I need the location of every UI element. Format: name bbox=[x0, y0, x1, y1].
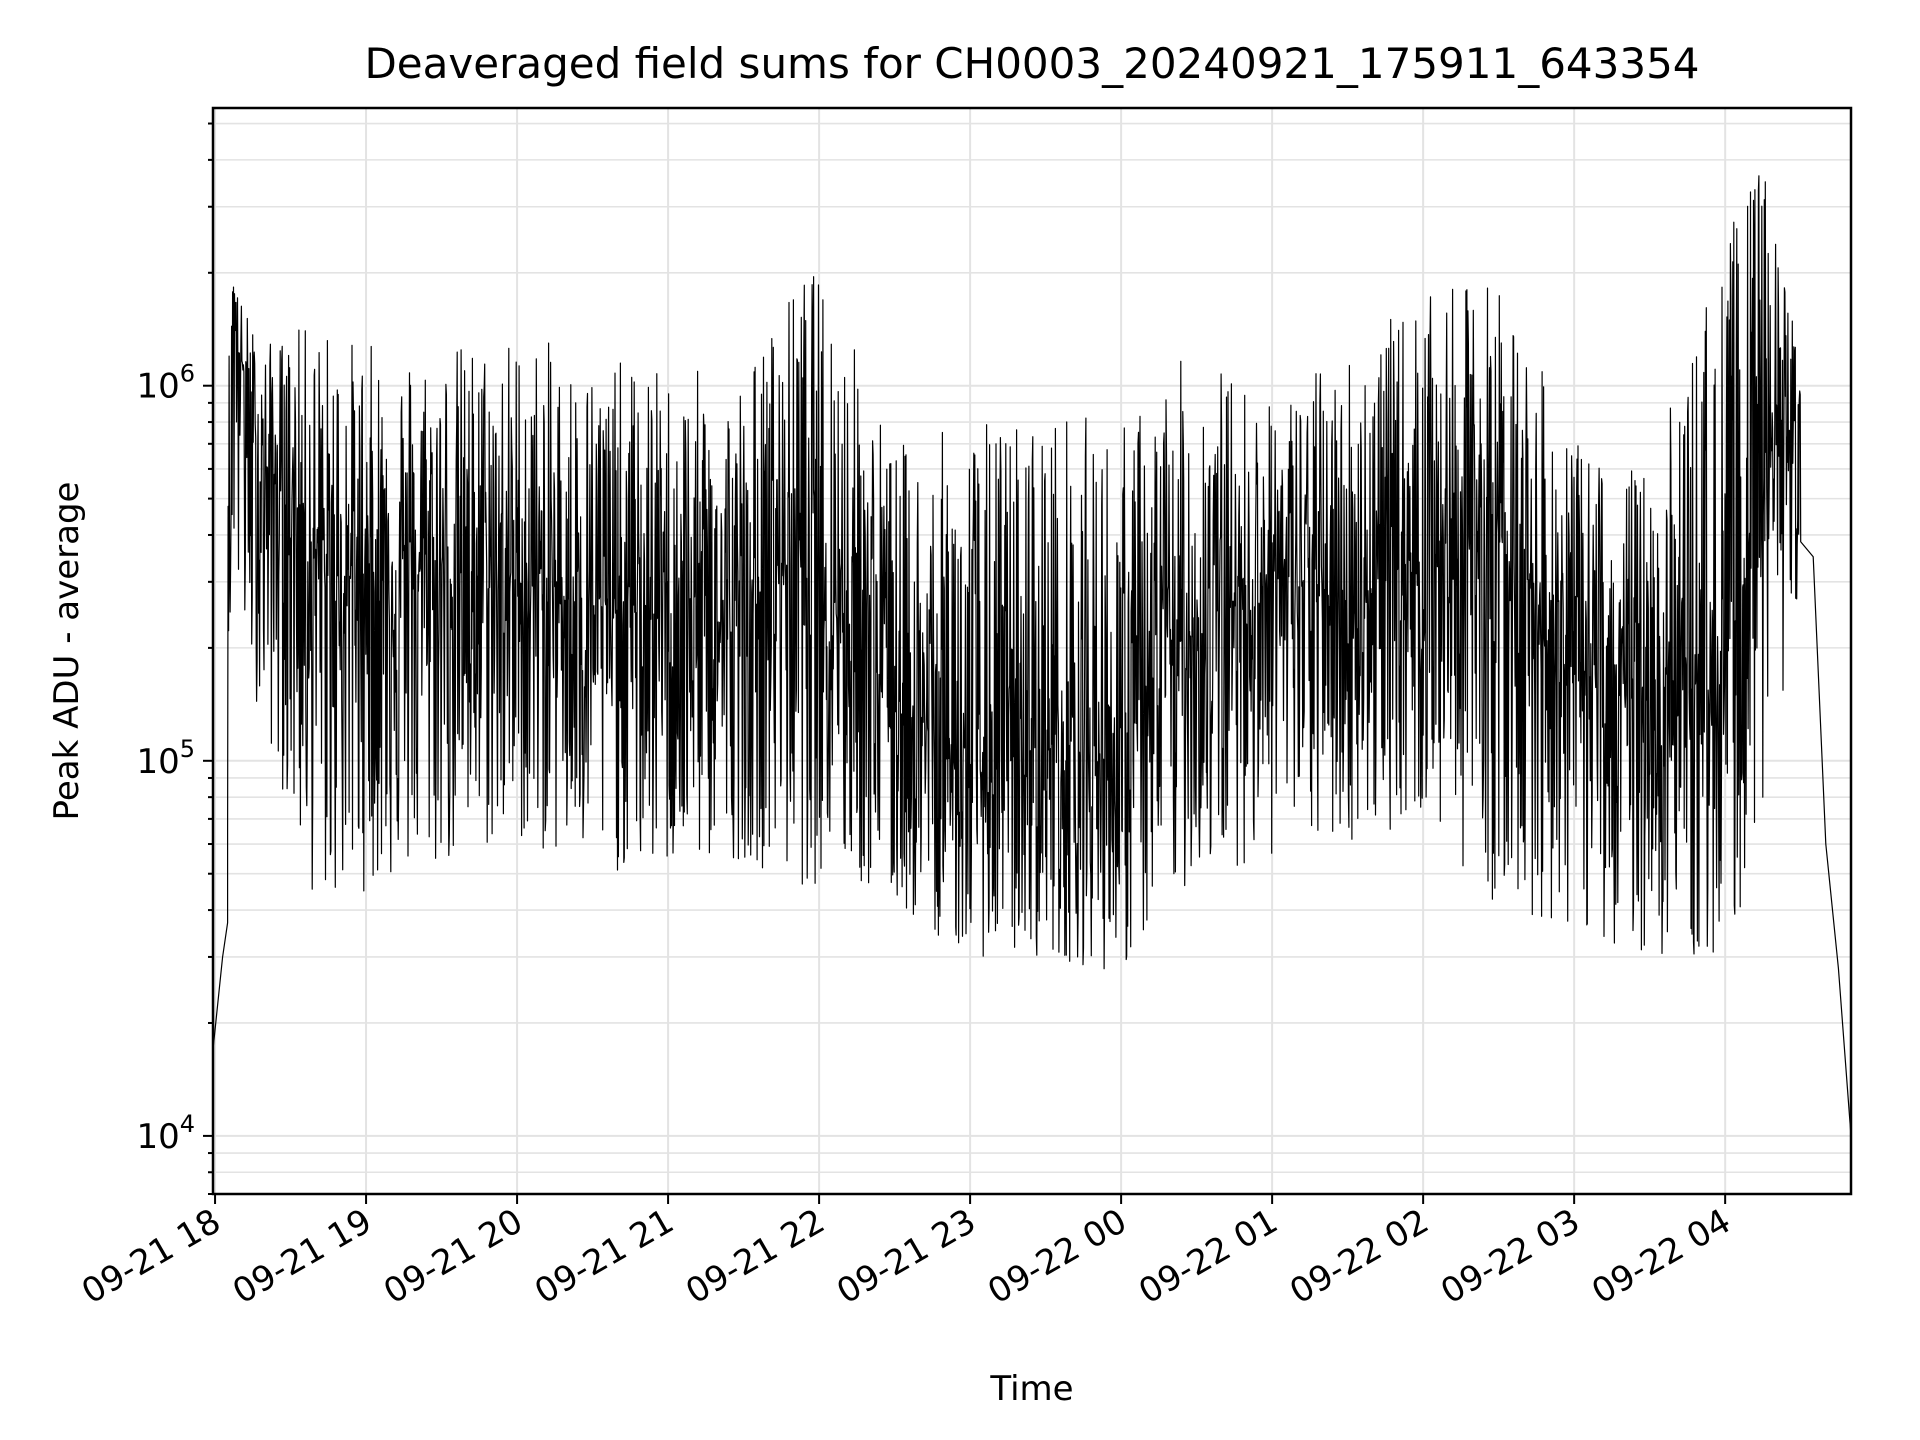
x-tick-label: 09-21 23 bbox=[830, 1201, 982, 1312]
x-tick-label: 09-21 20 bbox=[377, 1201, 529, 1312]
x-axis-label: Time bbox=[989, 1369, 1073, 1409]
x-tick-label: 09-22 04 bbox=[1585, 1201, 1737, 1312]
chart-title: Deaveraged field sums for CH0003_2024092… bbox=[364, 39, 1699, 88]
x-tick-label: 09-21 19 bbox=[226, 1201, 378, 1312]
x-tick-label: 09-21 21 bbox=[528, 1201, 680, 1312]
y-axis-label: Peak ADU - average bbox=[47, 482, 87, 821]
y-axis: 104 105 106 bbox=[136, 122, 213, 1195]
x-tick-label: 09-22 03 bbox=[1434, 1201, 1586, 1312]
plot-frame bbox=[211, 106, 1853, 1196]
y-tick-label: 106 bbox=[136, 360, 195, 407]
series-line bbox=[213, 175, 1851, 1136]
y-tick-label: 105 bbox=[136, 735, 195, 782]
y-tick-label: 104 bbox=[136, 1110, 195, 1157]
data-series bbox=[213, 175, 1851, 1136]
x-tick-label: 09-22 00 bbox=[981, 1201, 1133, 1312]
x-tick-label: 09-22 02 bbox=[1283, 1201, 1435, 1312]
x-tick-label: 09-21 18 bbox=[75, 1201, 227, 1312]
x-tick-label: 09-21 22 bbox=[679, 1201, 831, 1312]
x-tick-label: 09-22 01 bbox=[1132, 1201, 1284, 1312]
